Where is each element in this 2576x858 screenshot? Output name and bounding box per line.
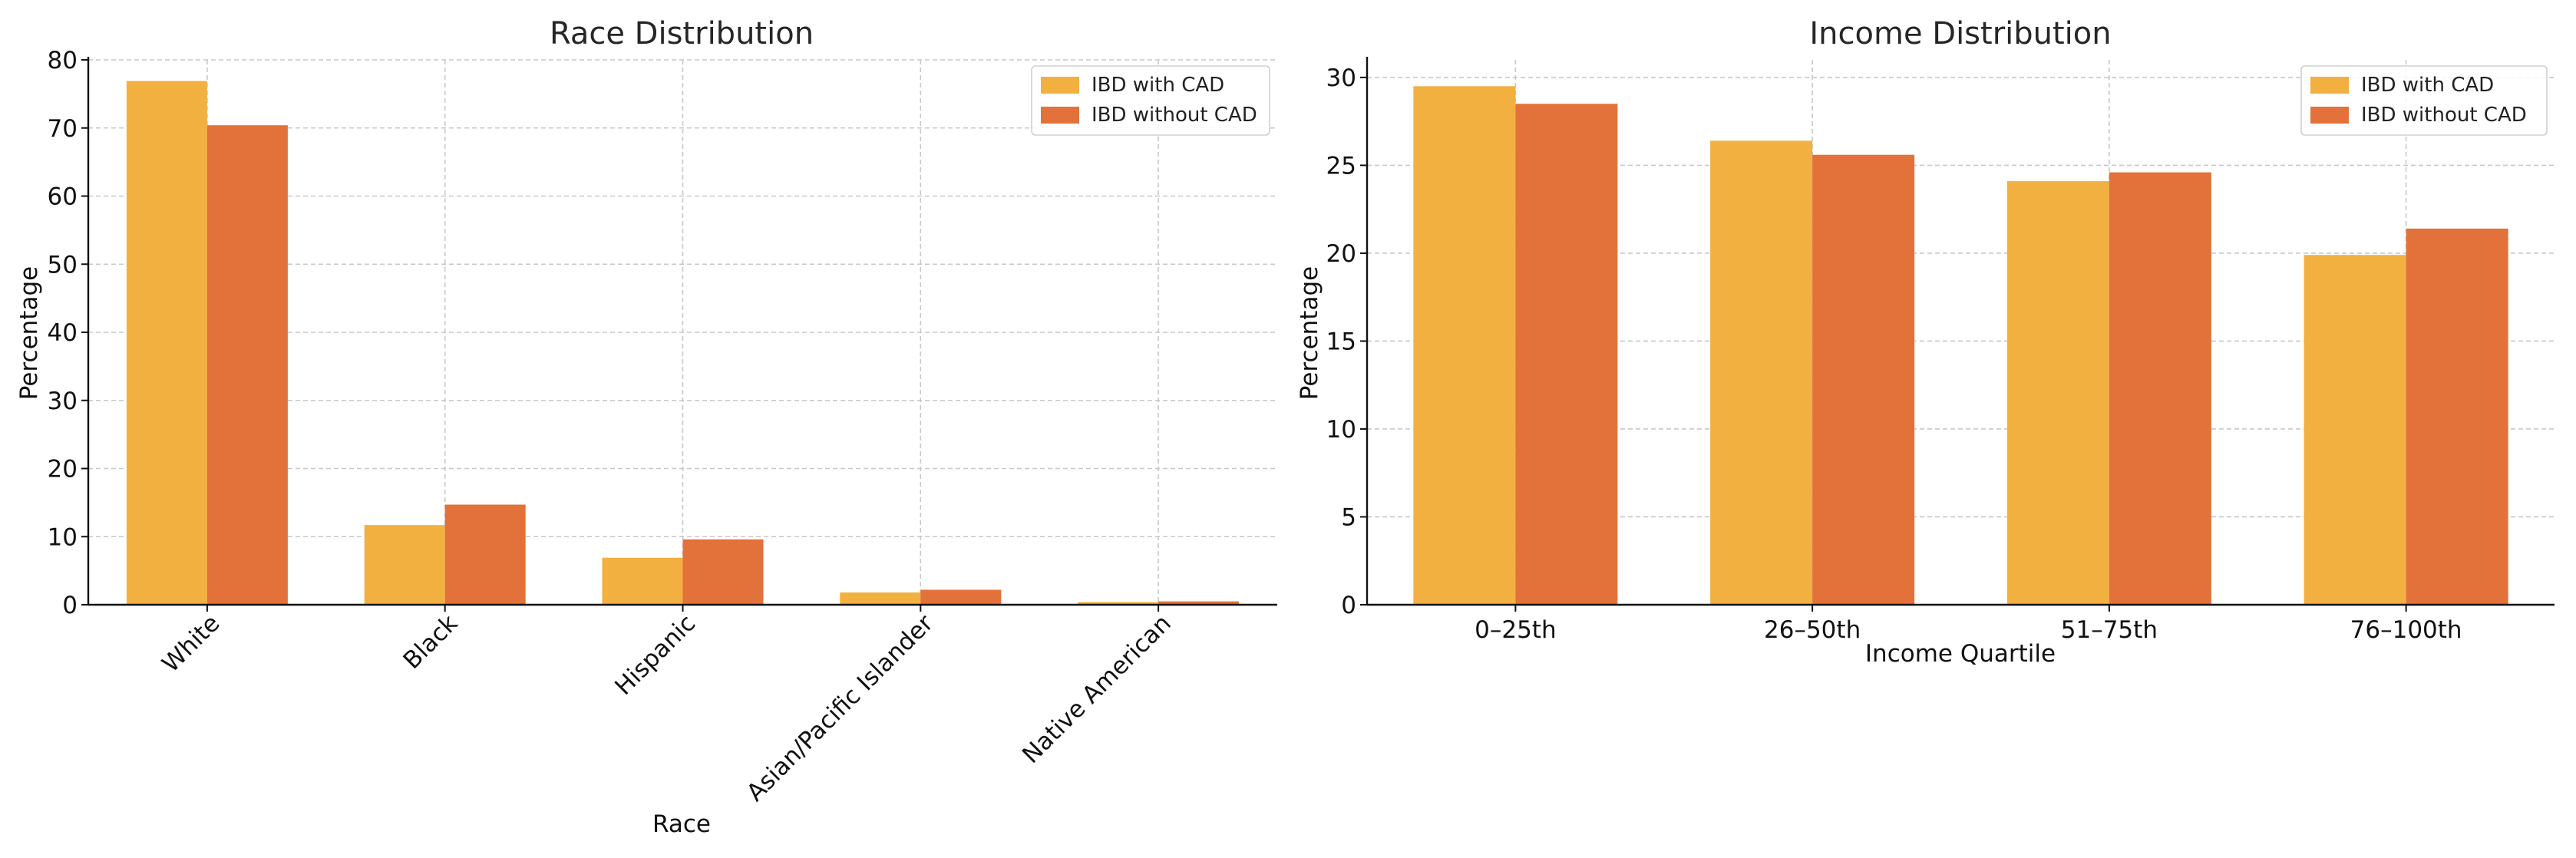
y-tick-label: 30 (48, 388, 78, 415)
bar (602, 557, 683, 605)
x-tick-label: Native American (1017, 609, 1177, 769)
y-tick-label: 10 (1326, 416, 1356, 444)
legend (2300, 65, 2548, 136)
y-tick-label: 80 (48, 47, 78, 74)
y-tick-label: 60 (48, 183, 78, 211)
bar (444, 504, 526, 605)
x-tick-label: Black (398, 609, 464, 675)
legend-swatch (2310, 107, 2349, 124)
legend-swatch (1041, 77, 1079, 94)
x-tick-label: 76–100th (2350, 616, 2462, 644)
race-distribution-chart: Race Distribution Race Percentage 0 10 20 3… (15, 16, 1277, 838)
bar (1158, 601, 1240, 605)
x-axis-label: Income Quartile (1865, 640, 2056, 668)
x-tick-label: Asian/Pacific Islander (741, 609, 939, 807)
y-tick-label: 70 (48, 115, 78, 143)
legend-label: IBD with CAD (2361, 74, 2494, 97)
y-tick-label: 50 (48, 251, 78, 279)
x-tick-label: 26–50th (1764, 616, 1861, 644)
bar (682, 539, 764, 605)
x-tick-label: 51–75th (2061, 616, 2158, 644)
bar (1413, 86, 1516, 605)
y-tick-label: 30 (1326, 64, 1356, 92)
y-tick-label: 10 (48, 523, 78, 551)
legend-label: IBD without CAD (2361, 104, 2527, 127)
y-tick-label: 20 (1326, 240, 1356, 268)
legend (1031, 65, 1270, 136)
y-tick-label: 40 (48, 319, 78, 347)
y-tick-label: 15 (1326, 328, 1356, 355)
legend-label: IBD without CAD (1091, 104, 1257, 127)
legend-label: IBD with CAD (1091, 74, 1224, 97)
bar (2304, 255, 2406, 605)
bar (1710, 140, 1813, 605)
y-tick-label: 20 (48, 456, 78, 483)
x-axis-label: Race (652, 810, 711, 838)
bar (126, 81, 207, 605)
income-distribution-chart: Income Distribution Income Quartile Perc… (1296, 16, 2555, 668)
y-tick-label: 0 (1341, 592, 1356, 619)
x-tick-label: Hispanic (609, 609, 701, 701)
y-tick-label: 25 (1326, 152, 1356, 180)
bar (920, 589, 1002, 605)
x-tick-label: White (157, 609, 225, 678)
y-axis-label: Percentage (1296, 266, 1323, 400)
y-tick-label: 5 (1341, 503, 1356, 531)
bar (840, 592, 921, 605)
x-tick-label: 0–25th (1475, 616, 1556, 644)
bar (2406, 228, 2508, 605)
y-axis-label: Percentage (15, 266, 43, 400)
bar (1078, 602, 1159, 605)
bar (2109, 172, 2211, 606)
bar (206, 125, 288, 605)
chart-title: Race Distribution (550, 16, 814, 51)
bar (2006, 181, 2109, 606)
legend-swatch (1041, 107, 1079, 124)
y-tick-label: 0 (62, 592, 78, 619)
bar (1515, 104, 1618, 606)
bar (1812, 154, 1915, 605)
chart-title: Income Distribution (1809, 16, 2111, 51)
legend-swatch (2310, 77, 2349, 94)
bar (364, 525, 445, 605)
